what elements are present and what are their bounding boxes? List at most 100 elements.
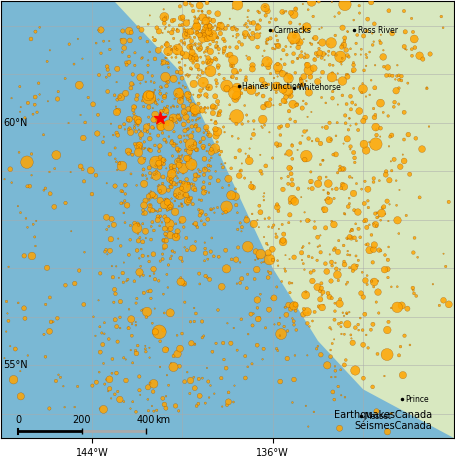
Point <box>24 99 31 106</box>
Point <box>319 157 326 164</box>
Point <box>348 234 355 241</box>
Point <box>277 101 284 108</box>
Point <box>279 86 287 93</box>
Point <box>280 46 287 54</box>
Point <box>316 25 323 33</box>
Point <box>258 123 265 130</box>
Point <box>351 159 359 166</box>
Point <box>401 332 408 339</box>
Point <box>326 61 334 68</box>
Point <box>335 320 343 327</box>
Point <box>267 70 274 77</box>
Point <box>144 62 152 69</box>
Point <box>256 202 263 209</box>
Point <box>335 237 342 244</box>
Point <box>243 217 250 224</box>
Point <box>213 80 221 87</box>
Point <box>316 49 324 56</box>
Point <box>165 48 172 55</box>
Point <box>175 90 182 97</box>
Point <box>178 37 185 45</box>
Point <box>400 157 408 165</box>
Point <box>184 193 192 201</box>
Text: 55°N: 55°N <box>4 360 28 370</box>
Point <box>223 265 230 273</box>
Point <box>55 88 62 95</box>
Point <box>286 211 293 218</box>
Point <box>156 222 163 230</box>
Point <box>301 54 308 62</box>
Point <box>383 72 390 79</box>
Point <box>147 236 155 243</box>
Point <box>152 98 159 105</box>
Point <box>187 34 194 41</box>
Point <box>157 213 164 220</box>
Point <box>231 89 238 96</box>
Point <box>177 219 184 226</box>
Point <box>194 29 201 36</box>
Point <box>347 45 354 52</box>
Point <box>246 34 253 41</box>
Point <box>161 92 168 100</box>
Point <box>192 238 199 245</box>
Point <box>186 71 193 78</box>
Point <box>202 188 210 195</box>
Point <box>229 5 237 12</box>
Point <box>164 198 171 206</box>
Point <box>170 75 177 83</box>
Point <box>265 306 273 313</box>
Point <box>228 62 236 69</box>
Point <box>399 371 406 379</box>
Point <box>303 23 310 31</box>
Point <box>198 8 206 16</box>
Point <box>339 165 346 173</box>
Point <box>168 179 175 187</box>
Point <box>303 85 310 92</box>
Point <box>403 46 410 53</box>
Point <box>285 75 292 82</box>
Point <box>212 125 219 133</box>
Point <box>163 215 170 222</box>
Point <box>220 47 228 55</box>
Point <box>199 78 207 86</box>
Point <box>196 114 203 122</box>
Point <box>155 96 162 103</box>
Point <box>232 95 239 103</box>
Point <box>147 206 154 213</box>
Point <box>196 26 203 34</box>
Point <box>294 55 302 62</box>
Point <box>126 37 133 44</box>
Point <box>155 159 162 167</box>
Point <box>288 141 295 148</box>
Point <box>181 132 188 140</box>
Point <box>145 146 152 154</box>
Point <box>310 65 317 72</box>
Point <box>183 33 190 40</box>
Point <box>20 252 28 259</box>
Point <box>177 116 184 123</box>
Point <box>190 111 197 118</box>
Point <box>150 227 157 234</box>
Point <box>140 166 147 173</box>
Point <box>385 243 392 251</box>
Point <box>176 111 183 118</box>
Point <box>333 185 340 192</box>
Point <box>182 0 189 7</box>
Point <box>173 25 181 33</box>
Point <box>106 71 113 78</box>
Point <box>101 381 108 388</box>
Point <box>182 146 189 153</box>
Point <box>218 161 225 168</box>
Point <box>188 52 195 60</box>
Point <box>176 79 183 87</box>
Point <box>149 34 157 41</box>
Point <box>125 325 132 332</box>
Point <box>327 136 334 143</box>
Point <box>219 210 226 218</box>
Point <box>260 196 268 204</box>
Point <box>162 73 169 81</box>
Point <box>236 147 243 154</box>
Point <box>206 31 213 39</box>
Point <box>191 34 198 41</box>
Point <box>193 22 200 29</box>
